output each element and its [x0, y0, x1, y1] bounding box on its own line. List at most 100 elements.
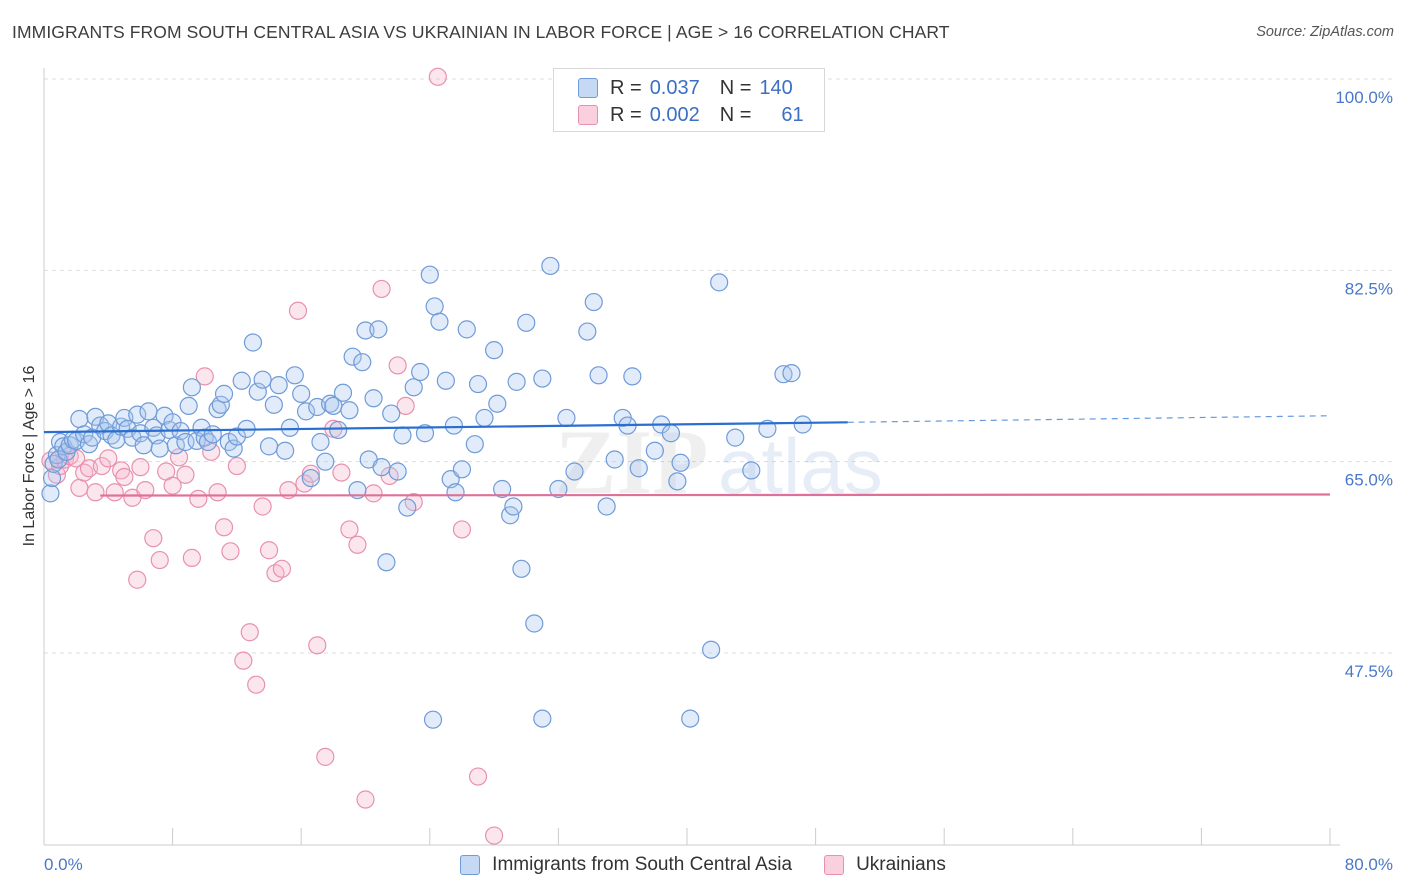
gridlines: [44, 78, 1393, 654]
data-point-south-central-asia: [493, 479, 512, 499]
data-point-south-central-asia: [504, 497, 523, 516]
data-point-ukrainians: [128, 570, 147, 589]
data-point-south-central-asia: [589, 366, 608, 385]
data-point-south-central-asia: [269, 376, 288, 395]
data-point-south-central-asia: [179, 396, 198, 416]
data-point-ukrainians: [189, 489, 208, 508]
data-point-south-central-asia: [343, 347, 362, 366]
data-point-south-central-asia: [565, 462, 584, 481]
data-point-ukrainians: [396, 396, 415, 416]
legend-row-blue: R = 0.037 N = 140: [578, 75, 793, 101]
data-point-ukrainians: [208, 483, 227, 502]
data-point-ukrainians: [86, 483, 105, 502]
y-tick-label: 47.5%: [1345, 662, 1393, 681]
data-point-south-central-asia: [710, 273, 729, 292]
axes: [43, 68, 1340, 846]
data-point-ukrainians: [163, 476, 182, 495]
data-point-south-central-asia: [150, 439, 169, 458]
data-point-south-central-asia: [166, 436, 185, 455]
data-point-south-central-asia: [41, 484, 60, 503]
data-point-ukrainians: [144, 529, 163, 548]
data-point-south-central-asia: [702, 640, 721, 659]
data-point-south-central-asia: [393, 426, 412, 445]
data-point-south-central-asia: [224, 439, 243, 458]
y-tick-label: 82.5%: [1345, 279, 1393, 298]
y-tick-label: 65.0%: [1345, 471, 1393, 490]
legend-label-ukrainians: Ukrainians: [856, 854, 946, 875]
data-point-south-central-asia: [285, 366, 304, 385]
data-point-south-central-asia: [243, 333, 263, 352]
data-point-south-central-asia: [329, 420, 348, 440]
data-point-ukrainians: [348, 535, 367, 554]
data-point-south-central-asia: [128, 405, 147, 424]
data-point-south-central-asia: [411, 362, 430, 382]
data-point-ukrainians: [340, 520, 359, 539]
data-point-south-central-asia: [420, 265, 439, 284]
data-point-south-central-asia: [356, 321, 375, 340]
y-axis-label: In Labor Force | Age > 16: [21, 366, 38, 547]
data-point-ukrainians: [234, 651, 253, 670]
data-point-south-central-asia: [382, 404, 401, 423]
legend-n-blue: 140: [759, 76, 793, 99]
data-point-south-central-asia: [668, 472, 687, 491]
legend-swatch-blue: [460, 855, 481, 875]
data-point-ukrainians: [176, 465, 195, 484]
data-point-south-central-asia: [253, 370, 272, 389]
data-point-south-central-asia: [333, 383, 353, 402]
data-point-south-central-asia: [549, 479, 568, 499]
data-point-ukrainians: [308, 636, 327, 655]
data-point-south-central-asia: [444, 416, 464, 435]
data-point-south-central-asia: [661, 424, 681, 443]
data-point-south-central-asia: [475, 408, 494, 428]
data-point-south-central-asia: [457, 320, 476, 339]
data-point-ukrainians: [468, 767, 488, 786]
data-point-south-central-asia: [301, 468, 320, 488]
data-point-ukrainians: [169, 448, 189, 467]
data-point-ukrainians: [388, 356, 407, 375]
data-point-south-central-asia: [372, 458, 391, 477]
data-point-ukrainians: [259, 541, 279, 560]
data-point-south-central-asia: [296, 402, 316, 421]
data-point-south-central-asia: [423, 710, 443, 729]
data-point-south-central-asia: [248, 382, 267, 401]
data-point-south-central-asia: [758, 419, 777, 438]
data-point-ukrainians: [301, 464, 320, 483]
data-point-south-central-asia: [557, 408, 576, 428]
data-point-ukrainians: [131, 458, 150, 477]
data-point-south-central-asia: [364, 389, 383, 408]
data-point-south-central-asia: [597, 497, 616, 516]
data-point-south-central-asia: [793, 415, 812, 434]
source-label: Source: ZipAtlas.com: [1256, 24, 1394, 40]
legend-item-ukrainians[interactable]: Ukrainians: [824, 854, 946, 876]
data-point-south-central-asia: [276, 441, 295, 460]
data-point-ukrainians: [356, 790, 375, 809]
data-point-south-central-asia: [525, 614, 544, 633]
legend-item-south-central-asia[interactable]: Immigrants from South Central Asia: [460, 854, 792, 876]
data-point-south-central-asia: [629, 459, 648, 478]
data-point-south-central-asia: [671, 453, 690, 472]
data-point-south-central-asia: [468, 374, 488, 394]
data-point-south-central-asia: [452, 460, 472, 479]
data-point-ukrainians: [485, 826, 504, 845]
south-central-asia-points: [41, 256, 812, 729]
data-point-south-central-asia: [280, 418, 300, 437]
data-point-south-central-asia: [259, 437, 279, 456]
data-point-south-central-asia: [377, 553, 396, 572]
trend-line-south-central-asia-extension: [847, 415, 1331, 423]
legend-row-pink: R = 0.002 N = 61: [578, 102, 804, 128]
legend-label-south-central-asia: Immigrants from South Central Asia: [492, 854, 793, 875]
data-point-ukrainians: [182, 548, 201, 567]
data-point-south-central-asia: [436, 371, 455, 390]
data-point-ukrainians: [253, 497, 272, 516]
data-point-south-central-asia: [726, 428, 745, 447]
data-point-ukrainians: [136, 480, 155, 500]
data-point-south-central-asia: [292, 384, 311, 403]
data-point-south-central-asia: [507, 372, 526, 391]
data-point-south-central-asia: [645, 441, 664, 460]
x-ticks: [43, 828, 1331, 845]
data-point-south-central-asia: [369, 320, 388, 339]
data-point-south-central-asia: [203, 425, 222, 444]
data-point-south-central-asia: [353, 353, 372, 372]
data-point-south-central-asia: [742, 461, 761, 480]
